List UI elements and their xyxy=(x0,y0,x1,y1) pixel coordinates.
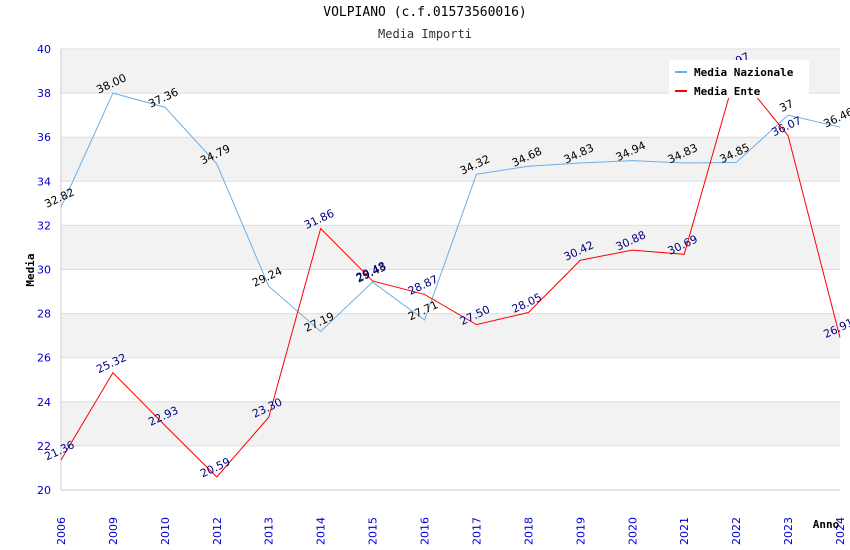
x-tick-label: 2022 xyxy=(730,517,743,545)
y-tick-label: 24 xyxy=(37,396,51,409)
y-tick-label: 34 xyxy=(37,175,51,188)
y-tick-label: 26 xyxy=(37,352,51,365)
y-tick-labels: 20 22 24 26 28 30 32 34 36 38 40 xyxy=(37,43,51,497)
legend-label: Media Nazionale xyxy=(694,66,794,79)
x-tick-label: 2006 xyxy=(55,517,68,545)
legend-box xyxy=(669,60,809,98)
grid-band xyxy=(61,269,840,314)
y-tick-label: 38 xyxy=(37,87,51,100)
x-tick-label: 2020 xyxy=(626,517,639,545)
y-tick-label: 20 xyxy=(37,484,51,497)
x-tick-label: 2015 xyxy=(367,517,380,545)
y-tick-label: 22 xyxy=(37,440,51,453)
x-tick-label: 2010 xyxy=(159,517,172,545)
series-lines xyxy=(60,70,841,478)
grid-band xyxy=(61,401,840,446)
x-tick-label: 2013 xyxy=(263,517,276,545)
grid-band xyxy=(61,137,840,182)
y-axis-label: Media xyxy=(24,253,37,286)
y-tick-label: 36 xyxy=(37,131,51,144)
grid-band xyxy=(61,313,840,358)
x-tick-label: 2017 xyxy=(470,517,483,545)
legend: Media Nazionale Media Ente xyxy=(669,60,809,98)
x-tick-label: 2012 xyxy=(211,517,224,545)
y-tick-label: 40 xyxy=(37,43,51,56)
y-tick-label: 30 xyxy=(37,264,51,277)
grid-band xyxy=(61,357,840,402)
x-tick-labels: 2006 2009 2010 2012 2013 2014 2015 2016 2017 2018… xyxy=(55,517,847,545)
chart-subtitle: Media Importi xyxy=(378,27,472,41)
y-tick-label: 28 xyxy=(37,308,51,321)
grid-band xyxy=(61,445,840,490)
grid-bands xyxy=(61,49,840,490)
x-tick-label: 2021 xyxy=(678,517,691,545)
x-tick-label: 2014 xyxy=(315,517,328,545)
x-tick-label: 2016 xyxy=(419,517,432,545)
x-tick-label: 2019 xyxy=(574,517,587,545)
grid-band xyxy=(61,181,840,226)
chart-title: VOLPIANO (c.f.01573560016) xyxy=(323,5,527,20)
x-tick-label: 2023 xyxy=(782,517,795,545)
y-tick-label: 32 xyxy=(37,219,51,232)
axes xyxy=(60,49,840,491)
x-tick-label: 2009 xyxy=(107,517,120,545)
x-tick-label: 2024 xyxy=(834,517,847,545)
x-tick-label: 2018 xyxy=(522,517,535,545)
grid-band xyxy=(61,93,840,138)
series-line xyxy=(60,70,841,478)
legend-label: Media Ente xyxy=(694,85,761,98)
x-axis-label: Anno xyxy=(813,518,840,531)
data-label: 37 xyxy=(777,97,795,115)
